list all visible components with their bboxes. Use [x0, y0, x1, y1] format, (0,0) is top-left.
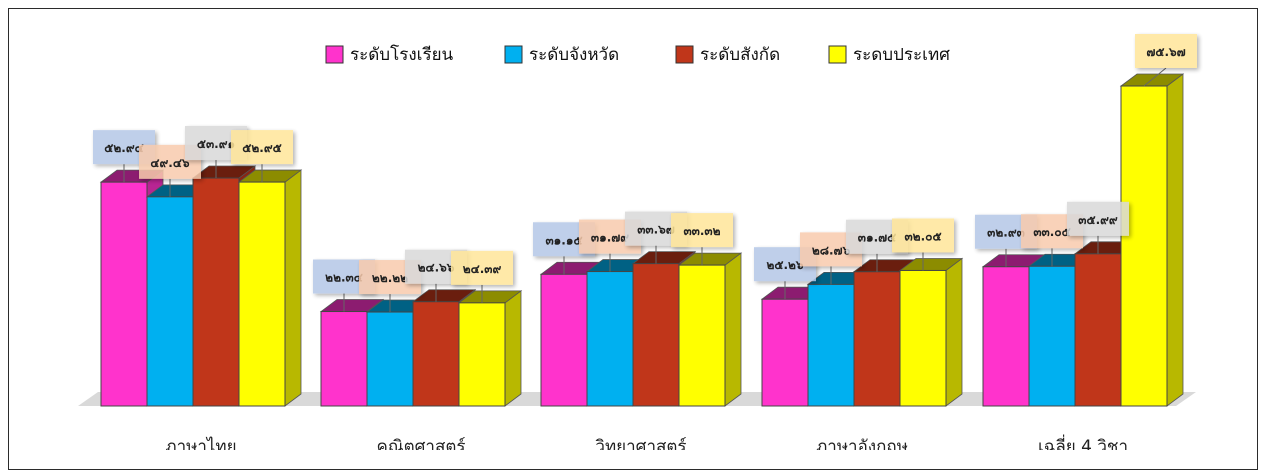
- bar-3-4: [677, 252, 743, 407]
- data-label-4-4: ๓๒.๐๕: [892, 218, 954, 271]
- legend-label-2: ระดับจังหวัด: [529, 45, 619, 65]
- category-label-5: เฉลี่ย 4 วิชา: [1038, 434, 1128, 450]
- data-label-5-3: ๓๕.๙๙: [1067, 201, 1129, 254]
- category-labels: ภาษาไทย คณิตศาสตร์ วิทยาศาสตร์ ภาษาอังกฤษ เฉ…: [165, 434, 1128, 450]
- legend-label-1: ระดับโรงเรียน: [350, 44, 454, 65]
- svg-text:๕๒.๙๕: ๕๒.๙๕: [242, 141, 281, 155]
- legend: ระดับโรงเรียน ระดับจังหวัด ระดับสังกัด ระดบ…: [325, 44, 950, 65]
- svg-text:๒๔.๖๖: ๒๔.๖๖: [418, 261, 455, 275]
- svg-text:๕๒.๙๔: ๕๒.๙๔: [104, 141, 143, 155]
- svg-text:๕๓.๙๑: ๕๓.๙๑: [197, 137, 235, 151]
- svg-text:๒๒.๓๔: ๒๒.๓๔: [325, 271, 363, 285]
- bar-4-4: [898, 257, 964, 407]
- legend-swatch-2: [504, 45, 523, 64]
- legend-swatch-1: [325, 45, 344, 64]
- svg-text:๒๘.๗๖: ๒๘.๗๖: [812, 243, 851, 257]
- bars: [99, 73, 1185, 407]
- bar-chart: ระดับโรงเรียน ระดับจังหวัด ระดับสังกัด ระดบ…: [78, 34, 1197, 450]
- svg-text:๓๓.๐๕: ๓๓.๐๕: [1033, 225, 1070, 239]
- bar-2-4: [457, 290, 523, 407]
- category-label-1: ภาษาไทย: [165, 436, 236, 450]
- svg-text:๒๔.๓๙: ๒๔.๓๙: [463, 262, 502, 276]
- svg-text:๓๕.๙๙: ๓๕.๙๙: [1078, 213, 1118, 227]
- legend-swatch-3: [675, 45, 694, 64]
- svg-text:๓๓.๓๒: ๓๓.๓๒: [683, 224, 720, 238]
- legend-label-3: ระดับสังกัด: [700, 45, 780, 65]
- svg-text:๓๑.๗๙: ๓๑.๗๙: [591, 231, 629, 245]
- svg-text:๔๙.๔๖: ๔๙.๔๖: [150, 156, 190, 170]
- category-label-3: วิทยาศาสตร์: [595, 437, 687, 450]
- legend-label-4: ระดบประเทศ: [853, 45, 950, 65]
- svg-text:๓๓.๖๗: ๓๓.๖๗: [637, 223, 675, 237]
- svg-text:๓๑.๗๕: ๓๑.๗๕: [858, 231, 896, 245]
- data-label-1-4: ๕๒.๙๕: [231, 130, 293, 183]
- data-label-1-1: ๕๒.๙๔: [93, 130, 155, 183]
- svg-text:๓๒.๙๓: ๓๒.๙๓: [987, 226, 1025, 240]
- legend-swatch-4: [828, 45, 847, 64]
- svg-text:๒๒.๒๒: ๒๒.๒๒: [372, 271, 408, 285]
- bar-5-4: [1119, 73, 1185, 407]
- data-label-3-4: ๓๓.๓๒: [671, 213, 733, 266]
- svg-text:๗๕.๖๗: ๗๕.๖๗: [1146, 45, 1185, 59]
- bar-1-4: [237, 169, 303, 407]
- category-label-2: คณิตศาสตร์: [376, 437, 465, 450]
- svg-text:๓๒.๐๕: ๓๒.๐๕: [904, 229, 941, 243]
- svg-text:๓๑.๑๕: ๓๑.๑๕: [545, 233, 582, 247]
- data-label-5-4: ๗๕.๖๗: [1135, 34, 1197, 87]
- category-label-4: ภาษาอังกฤษ: [816, 437, 908, 450]
- data-label-2-4: ๒๔.๓๙: [451, 250, 513, 303]
- svg-text:๒๕.๒๖: ๒๕.๒๖: [766, 258, 803, 272]
